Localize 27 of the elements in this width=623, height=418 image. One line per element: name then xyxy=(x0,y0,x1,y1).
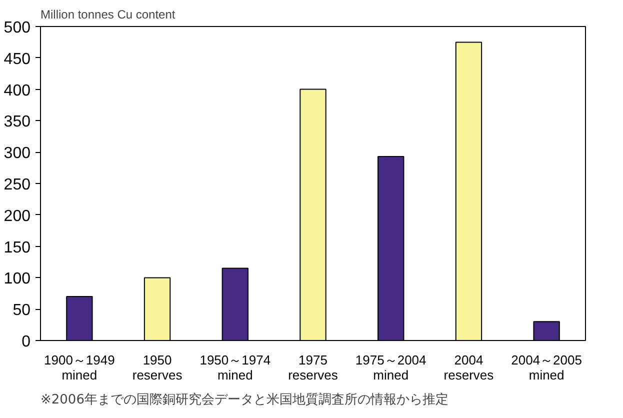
x-tick-label: 1950～1974 mined xyxy=(200,352,271,382)
bar xyxy=(222,268,248,340)
x-tick-label: 2004～2005 mined xyxy=(511,352,582,382)
bar xyxy=(144,277,171,340)
bar xyxy=(66,296,93,340)
x-tick-label: 1900～1949 mined xyxy=(44,352,115,382)
y-tick-label: 350 xyxy=(4,114,31,131)
y-tick-label: 50 xyxy=(12,302,31,320)
bar xyxy=(300,88,326,340)
y-tick-label: 200 xyxy=(4,208,31,225)
y-axis-title: Million tonnes Cu content xyxy=(40,8,176,22)
bar xyxy=(378,156,404,340)
x-tick-label: 1975～2004 mined xyxy=(355,352,426,382)
y-tick-label: 250 xyxy=(4,176,31,194)
text: ※2006年までの国際銅研究会データと米国地質調査所の情報から推定 xyxy=(40,392,448,408)
bar xyxy=(533,321,560,340)
x-tick-label: 1950 reserves xyxy=(132,352,183,382)
y-tick-label: 400 xyxy=(4,82,31,100)
y-tick-label: 300 xyxy=(4,145,31,162)
y-tick-label: 150 xyxy=(4,239,31,256)
y-tick-label: 100 xyxy=(4,270,31,288)
y-tick-label: 0 xyxy=(22,334,31,350)
bar xyxy=(455,42,482,340)
y-tick-label: 500 xyxy=(4,20,31,36)
y-tick-label: 450 xyxy=(4,50,31,68)
x-tick-label: 1975 reserves xyxy=(288,352,338,382)
x-tick-label: 2004 reserves xyxy=(444,352,494,382)
